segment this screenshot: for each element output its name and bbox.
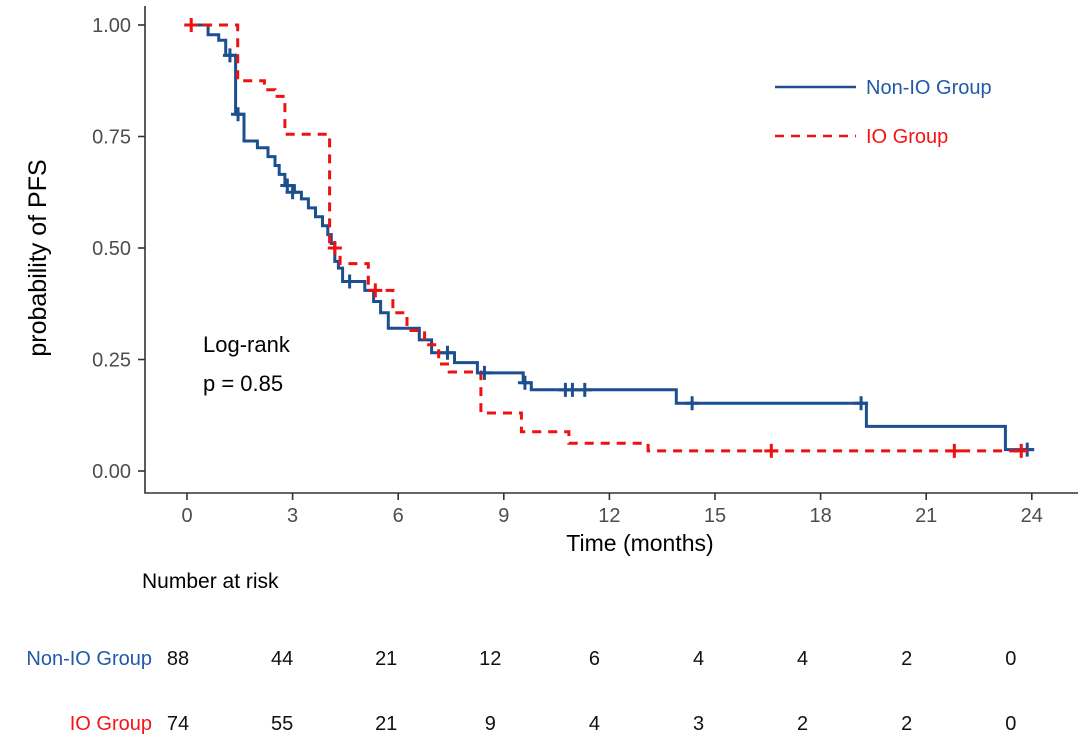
risk-count: 4 bbox=[589, 713, 600, 735]
censor-mark bbox=[184, 18, 199, 32]
risk-count: 3 bbox=[693, 713, 704, 735]
censor-mark bbox=[222, 48, 237, 63]
axis-lines bbox=[144, 6, 1078, 494]
x-tick-label: 24 bbox=[1021, 505, 1043, 527]
y-tick-label: 0.00 bbox=[92, 461, 131, 483]
x-tick-label: 6 bbox=[393, 505, 404, 527]
logrank-label: Log-rank bbox=[203, 332, 291, 357]
logrank-pvalue: p = 0.85 bbox=[203, 371, 283, 396]
censor-mark bbox=[285, 185, 300, 200]
x-axis-title: Time (months) bbox=[566, 530, 713, 556]
censor-mark bbox=[685, 396, 700, 411]
x-tick-label: 12 bbox=[598, 505, 620, 527]
censor-mark bbox=[477, 365, 492, 380]
censor-mark bbox=[231, 107, 246, 122]
risk-count: 4 bbox=[797, 648, 808, 670]
risk-count: 55 bbox=[271, 713, 293, 735]
censor-mark bbox=[764, 443, 779, 458]
censor-mark bbox=[1014, 443, 1029, 458]
risk-row-label: IO Group bbox=[70, 713, 152, 735]
risk-count: 21 bbox=[375, 713, 397, 735]
y-tick-label: 1.00 bbox=[92, 15, 131, 37]
x-tick-label: 3 bbox=[287, 505, 298, 527]
plot-axes bbox=[138, 6, 1078, 500]
risk-count: 2 bbox=[797, 713, 808, 735]
risk-count: 2 bbox=[901, 713, 912, 735]
censor-mark bbox=[947, 443, 962, 458]
legend: Non-IO Group IO Group bbox=[775, 77, 992, 148]
censor-mark bbox=[577, 382, 592, 397]
censor-mark bbox=[440, 345, 455, 360]
risk-count: 9 bbox=[485, 713, 496, 735]
risk-count: 2 bbox=[901, 648, 912, 670]
risk-count: 4 bbox=[693, 648, 704, 670]
risk-count: 6 bbox=[589, 648, 600, 670]
censor-mark bbox=[327, 241, 342, 255]
risk-count: 44 bbox=[271, 648, 293, 670]
risk-count: 21 bbox=[375, 648, 397, 670]
axis-tick-labels: 0.00 0.25 0.50 0.75 1.00 0 3 6 9 12 15 18 21 24 bbox=[92, 15, 1043, 527]
risk-count: 88 bbox=[167, 648, 189, 670]
censor-mark bbox=[517, 375, 532, 390]
survival-curves bbox=[187, 23, 1034, 453]
number-at-risk-table: Number at risk Non-IO Group 88 44 21 12 6 4 4 2 0… bbox=[26, 570, 1016, 735]
risk-table-title: Number at risk bbox=[142, 570, 279, 593]
legend-label: IO Group bbox=[866, 126, 948, 148]
x-tick-label: 21 bbox=[915, 505, 937, 527]
censor-mark bbox=[368, 283, 383, 298]
censor-marks bbox=[184, 18, 1035, 458]
y-tick-label: 0.75 bbox=[92, 127, 131, 149]
censor-mark bbox=[565, 382, 580, 397]
censor-mark bbox=[342, 274, 357, 289]
logrank-annotation: Log-rank p = 0.85 bbox=[203, 332, 291, 396]
y-tick-label: 0.25 bbox=[92, 350, 131, 372]
risk-count: 74 bbox=[167, 713, 189, 735]
y-axis-title: probability of PFS bbox=[24, 159, 52, 356]
risk-row-label: Non-IO Group bbox=[26, 648, 152, 670]
risk-count: 12 bbox=[479, 648, 501, 670]
survival-curve-non-io bbox=[187, 23, 1034, 452]
x-tick-label: 15 bbox=[704, 505, 726, 527]
censor-mark bbox=[854, 396, 869, 411]
x-tick-label: 0 bbox=[181, 505, 192, 527]
risk-count: 0 bbox=[1005, 648, 1016, 670]
survival-curve-io bbox=[187, 23, 1025, 453]
x-tick-label: 9 bbox=[498, 505, 509, 527]
legend-label: Non-IO Group bbox=[866, 77, 992, 99]
risk-count: 0 bbox=[1005, 713, 1016, 735]
x-tick-label: 18 bbox=[809, 505, 831, 527]
y-tick-label: 0.50 bbox=[92, 238, 131, 260]
